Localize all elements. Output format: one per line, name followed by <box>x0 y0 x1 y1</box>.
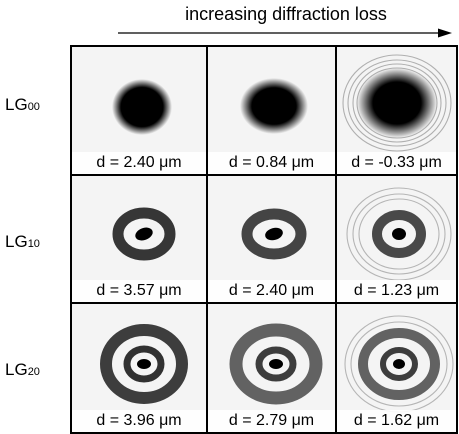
mode-caption: d = 1.62 μm <box>337 410 456 432</box>
mode-image-lg20-3: d = 1.62 μm <box>337 304 456 432</box>
mode-caption: d = 0.84 μm <box>208 152 335 174</box>
mode-caption: d = 3.57 μm <box>72 280 206 302</box>
mode-image-lg10-2: d = 2.40 μm <box>208 176 335 302</box>
mode-caption: d = 2.40 μm <box>72 152 206 174</box>
mode-image-lg00-3: d = -0.33 μm <box>337 47 456 174</box>
grid-divider <box>335 47 337 432</box>
mode-caption: d = 2.79 μm <box>208 410 335 432</box>
header-label: increasing diffraction loss <box>185 4 387 24</box>
grid-divider <box>206 47 208 432</box>
mode-caption: d = 2.40 μm <box>208 280 335 302</box>
mode-caption: d = -0.33 μm <box>337 152 456 174</box>
mode-image-lg10-1: d = 3.57 μm <box>72 176 206 302</box>
mode-image-lg00-2: d = 0.84 μm <box>208 47 335 174</box>
mode-image-grid: d = 2.40 μm d = 0.84 μm d = -0.33 μm <box>70 45 458 434</box>
row-label-lg20: LG20 <box>5 360 40 379</box>
row-label-lg00: LG00 <box>5 95 40 114</box>
mode-caption: d = 1.23 μm <box>337 280 456 302</box>
mode-caption: d = 3.96 μm <box>72 410 206 432</box>
right-arrow-icon <box>118 28 452 38</box>
row-label-lg10: LG10 <box>5 232 40 251</box>
mode-image-lg10-3: d = 1.23 μm <box>337 176 456 302</box>
mode-image-lg20-1: d = 3.96 μm <box>72 304 206 432</box>
mode-image-lg20-2: d = 2.79 μm <box>208 304 335 432</box>
diffraction-loss-header: increasing diffraction loss <box>116 4 456 38</box>
grid-divider <box>72 174 456 176</box>
mode-image-lg00-1: d = 2.40 μm <box>72 47 206 174</box>
grid-divider <box>72 302 456 304</box>
